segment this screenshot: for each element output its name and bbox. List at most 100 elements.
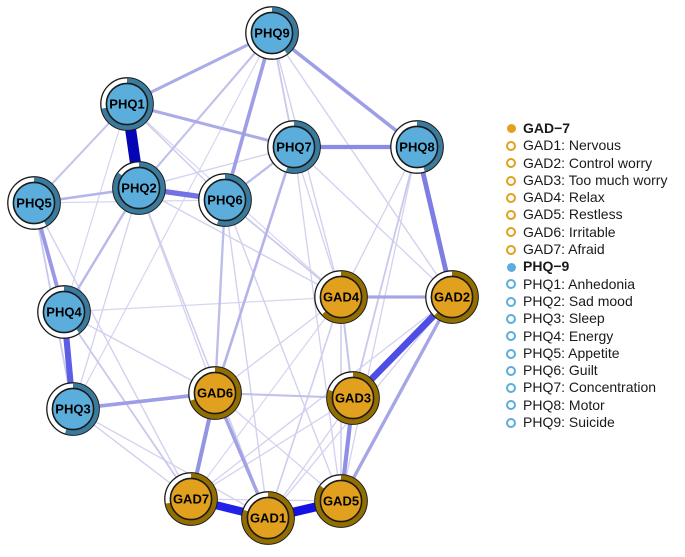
- edges-layer: [32, 31, 456, 523]
- legend-open-circle-icon: [506, 227, 516, 238]
- node-circle: [51, 387, 95, 431]
- legend-open-circle-icon: [506, 210, 516, 221]
- node-PHQ4: PHQ4: [37, 285, 91, 339]
- edge-PHQ5-GAD7: [33, 202, 192, 500]
- legend-item-label: GAD2: Control worry: [523, 154, 653, 171]
- node-predictability-arc: [315, 475, 367, 527]
- node-PHQ7: PHQ7: [267, 120, 321, 174]
- node-label: GAD2: [434, 290, 470, 305]
- node-label: PHQ8: [399, 140, 434, 155]
- edge-PHQ9-PHQ6: [223, 31, 274, 202]
- legend-header-PHQ-9: PHQ−9: [506, 258, 667, 275]
- legend-item-PHQ6: PHQ6: Guilt: [506, 362, 667, 379]
- node-PHQ9: PHQ9: [245, 6, 299, 60]
- legend-item-PHQ2: PHQ2: Sad mood: [506, 293, 667, 310]
- node-GAD6: GAD6: [188, 366, 242, 420]
- node-predictability-arc: [101, 78, 153, 130]
- edge-PHQ1-PHQ7: [125, 102, 296, 149]
- legend-filled-dot-icon: [506, 262, 516, 272]
- legend-open-circle-icon: [506, 365, 516, 376]
- legend-open-circle-icon: [506, 279, 516, 290]
- legend-item-label: GAD5: Restless: [523, 206, 623, 223]
- legend-open-circle-icon: [506, 140, 516, 151]
- node-circle: [12, 181, 56, 225]
- edge-PHQ8-GAD5: [340, 146, 418, 502]
- node-predictability-arc: [189, 367, 241, 419]
- legend-item-GAD2: GAD2: Control worry: [506, 155, 667, 172]
- legend-header-label: GAD−7: [523, 120, 571, 136]
- legend-item-PHQ4: PHQ4: Energy: [506, 328, 667, 345]
- node-circle: [117, 166, 161, 210]
- legend-item-GAD6: GAD6: Irritable: [506, 224, 667, 241]
- node-GAD1: GAD1: [241, 491, 295, 545]
- legend-open-circle-icon: [506, 175, 516, 186]
- edge-GAD6-GAD5: [214, 392, 342, 502]
- node-circle: [319, 275, 363, 319]
- node-circle: [272, 125, 316, 169]
- node-predictability-arc: [113, 162, 165, 214]
- legend-open-circle-icon: [506, 313, 516, 324]
- edge-PHQ7-GAD6: [213, 145, 296, 395]
- legend-item-PHQ1: PHQ1: Anhedonia: [506, 276, 667, 293]
- legend: GAD−7 GAD1: Nervous GAD2: Control worry GAD…: [506, 120, 667, 431]
- edge-PHQ9-GAD2: [271, 32, 453, 298]
- node-predictability-arc: [165, 473, 217, 525]
- node-circle: [169, 477, 213, 521]
- node-circle: [331, 376, 375, 420]
- legend-item-label: GAD1: Nervous: [523, 137, 622, 154]
- legend-item-label: GAD7: Afraid: [523, 241, 605, 258]
- edge-PHQ1-PHQ4: [63, 103, 128, 313]
- edge-PHQ6-GAD6: [213, 198, 227, 395]
- node-label: GAD3: [335, 391, 371, 406]
- legend-item-PHQ8: PHQ8: Motor: [506, 397, 667, 414]
- node-predictability-arc: [391, 121, 443, 173]
- legend-item-label: GAD6: Irritable: [523, 223, 616, 240]
- legend-item-GAD4: GAD4: Relax: [506, 189, 667, 206]
- edge-PHQ4-GAD7: [63, 311, 192, 500]
- edge-PHQ9-PHQ3: [72, 32, 273, 410]
- node-PHQ8: PHQ8: [390, 120, 444, 174]
- legend-open-circle-icon: [506, 244, 516, 255]
- legend-header-label: PHQ−9: [523, 258, 570, 275]
- node-label: PHQ5: [16, 196, 51, 211]
- node-PHQ5: PHQ5: [7, 176, 61, 230]
- legend-item-GAD3: GAD3: Too much worry: [506, 172, 667, 189]
- node-circle: [395, 125, 439, 169]
- legend-header-GAD-7: GAD−7: [506, 120, 667, 137]
- node-circle: [105, 82, 149, 126]
- legend-item-GAD7: GAD7: Afraid: [506, 241, 667, 258]
- edge-PHQ8-GAD4: [340, 146, 418, 298]
- edge-PHQ9-PHQ1: [125, 31, 274, 106]
- legend-item-GAD1: GAD1: Nervous: [506, 137, 667, 154]
- legend-item-label: GAD4: Relax: [523, 189, 605, 206]
- edge-PHQ8-GAD3: [352, 146, 418, 399]
- edge-PHQ7-GAD2: [293, 146, 453, 298]
- node-label: PHQ1: [109, 97, 144, 112]
- node-predictability-arc: [315, 271, 367, 323]
- legend-item-label: PHQ5: Appetite: [523, 344, 620, 361]
- node-label: PHQ9: [254, 26, 289, 41]
- edge-GAD2-GAD5: [339, 295, 454, 503]
- node-circle: [42, 290, 86, 334]
- node-label: GAD7: [173, 492, 209, 507]
- node-predictability-arc: [246, 7, 298, 59]
- legend-item-GAD5: GAD5: Restless: [506, 206, 667, 223]
- legend-item-label: PHQ9: Suicide: [523, 414, 615, 431]
- legend-open-circle-icon: [506, 296, 516, 307]
- node-GAD4: GAD4: [314, 270, 368, 324]
- legend-open-circle-icon: [506, 192, 516, 203]
- legend-open-circle-icon: [506, 417, 516, 428]
- node-predictability-arc: [199, 174, 251, 226]
- legend-open-circle-icon: [506, 158, 516, 169]
- legend-item-PHQ7: PHQ7: Concentration: [506, 379, 667, 396]
- edge-PHQ4-GAD4: [63, 296, 342, 313]
- node-GAD7: GAD7: [164, 472, 218, 526]
- legend-item-label: GAD3: Too much worry: [523, 171, 668, 188]
- edge-PHQ7-GAD5: [293, 146, 342, 502]
- legend-open-circle-icon: [506, 331, 516, 342]
- node-predictability-arc: [268, 121, 320, 173]
- legend-item-label: PHQ8: Motor: [523, 396, 605, 413]
- edge-PHQ4-GAD6: [63, 311, 216, 394]
